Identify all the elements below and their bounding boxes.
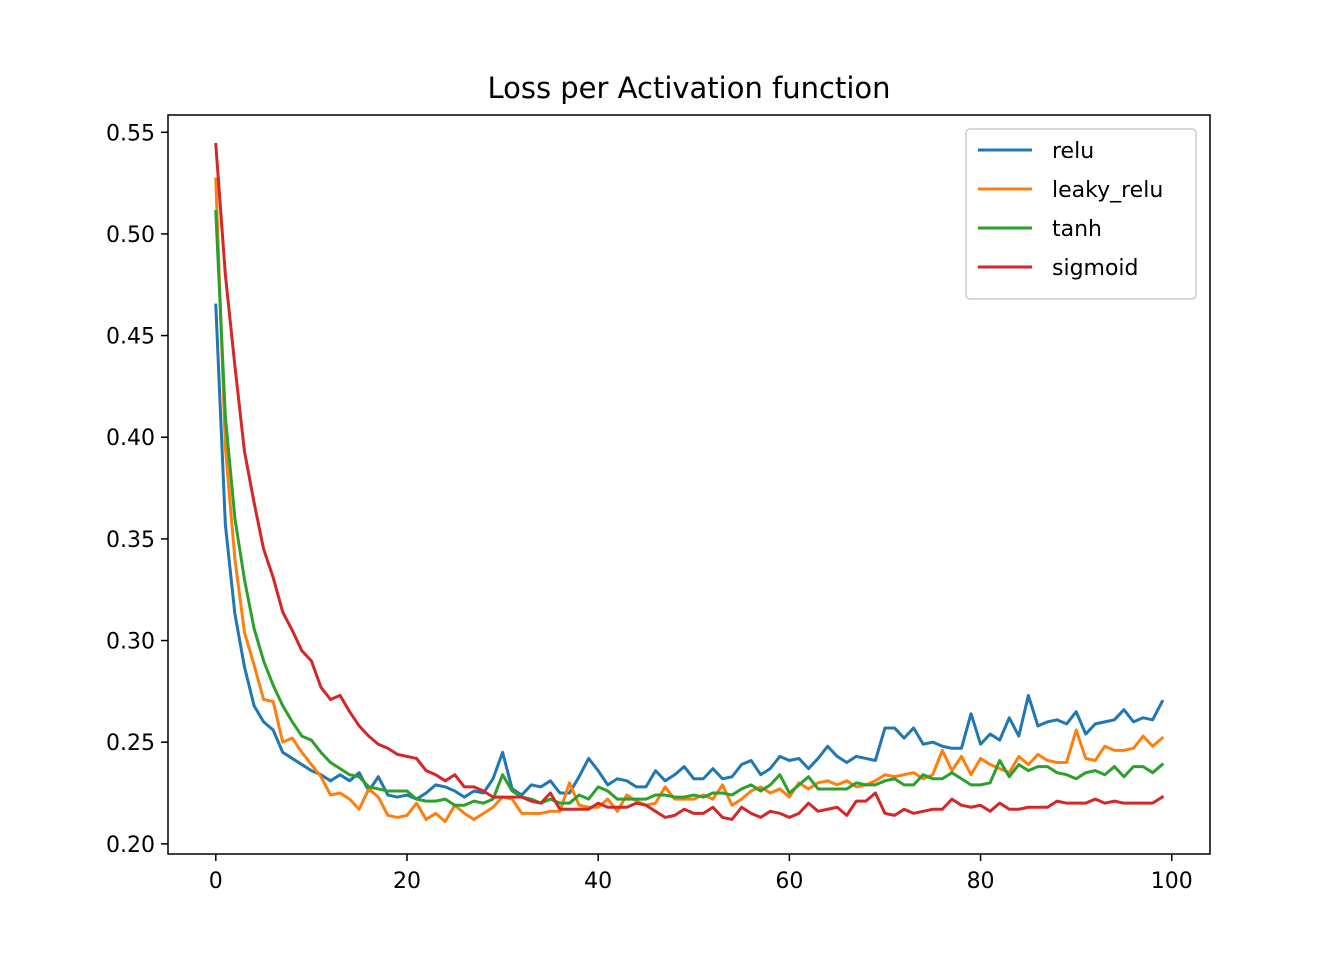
series-line-tanh (214, 210, 1165, 807)
y-tick-label: 0.30 (106, 630, 155, 655)
legend-label-leaky-relu: leaky_relu (1052, 178, 1163, 203)
legend-label-tanh: tanh (1052, 217, 1102, 242)
y-tick-label: 0.40 (106, 426, 155, 451)
y-tick-label: 0.20 (106, 833, 155, 858)
series-line-relu (214, 303, 1165, 801)
legend-box (965, 128, 1197, 300)
y-tick-label: 0.35 (106, 528, 155, 553)
x-tick-label: 60 (775, 869, 803, 894)
y-tick-label: 0.45 (106, 325, 155, 350)
x-tick-label: 100 (1151, 869, 1193, 894)
y-tick-label: 0.50 (106, 223, 155, 248)
plot-frame (167, 114, 1211, 855)
series-layer (214, 142, 1165, 823)
y-axis: 0.20 0.25 0.30 0.35 0.40 0.45 0.50 0.55 (106, 121, 168, 858)
y-tick-label: 0.25 (106, 731, 155, 756)
x-tick-label: 0 (209, 869, 223, 894)
x-tick-label: 40 (584, 869, 612, 894)
legend-label-sigmoid: sigmoid (1052, 256, 1139, 281)
x-axis: 0 20 40 60 80 100 (209, 854, 1193, 894)
chart-title: Loss per Activation function (487, 71, 890, 105)
y-tick-label: 0.55 (106, 121, 155, 146)
series-line-sigmoid (214, 142, 1165, 821)
x-tick-label: 80 (967, 869, 995, 894)
x-tick-label: 20 (393, 869, 421, 894)
legend-label-relu: relu (1052, 139, 1094, 164)
